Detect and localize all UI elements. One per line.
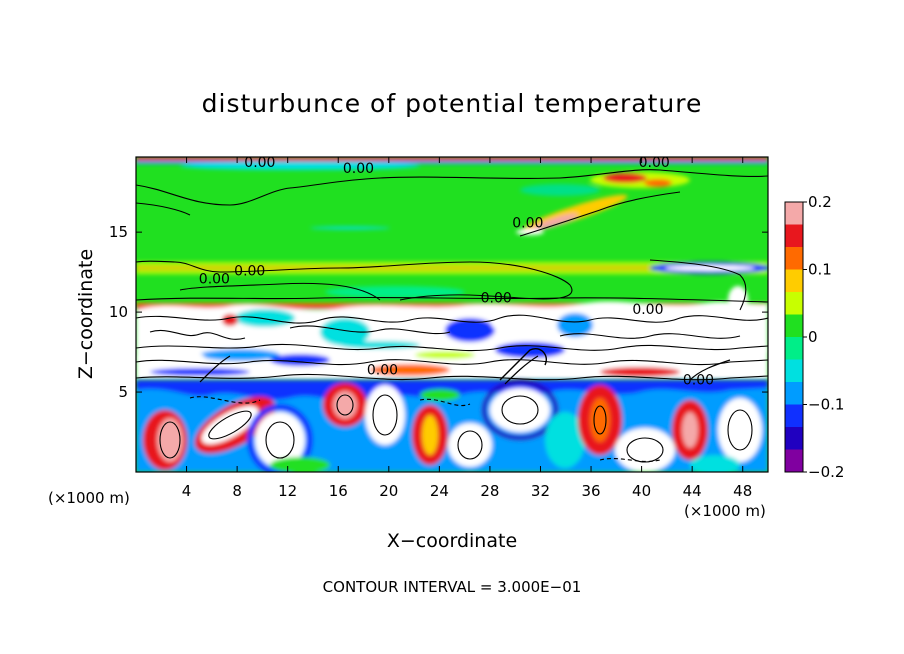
x-tick-label: 20	[379, 482, 398, 500]
contour-label: 0.00	[199, 272, 230, 288]
colorbar-tick-label: 0.2	[808, 193, 832, 211]
x-tick-label: 8	[232, 482, 242, 500]
colorbar-swatch	[785, 224, 803, 248]
contour-label: 0.00	[234, 264, 265, 280]
colorbar-swatch	[785, 359, 803, 383]
x-tick-label: 44	[683, 482, 702, 500]
contour-label: 0.00	[683, 372, 714, 388]
y-axis: 5 10 15	[109, 223, 768, 401]
contour-label: 0.00	[639, 155, 670, 171]
colorbar-tick-label: −0.2	[808, 463, 844, 481]
y-tick-label: 15	[109, 223, 128, 241]
colorbar-swatch	[785, 314, 803, 338]
colorbar-swatch	[785, 247, 803, 270]
contour-label: 0.00	[481, 291, 512, 307]
field-lower	[136, 379, 768, 472]
field-middle	[136, 301, 768, 380]
colorbar-swatch	[785, 202, 803, 225]
colorbar-tick-label: 0.1	[808, 261, 832, 279]
colorbar-swatch	[785, 404, 803, 428]
colorbar-swatch	[785, 269, 803, 293]
x-unit-right: (×1000 m)	[684, 502, 766, 520]
x-tick-label: 32	[531, 482, 550, 500]
contour-label: 0.00	[632, 302, 663, 318]
plot-area: 0.00 0.00 0.000.000.000.000.000.000.000.00	[136, 155, 768, 472]
contour-label-layer: 0.00 0.00 0.000.000.000.000.000.000.000.00	[199, 155, 714, 388]
colorbar-tick-label: −0.1	[808, 396, 844, 414]
contour-label: 0.00	[512, 216, 543, 232]
colorbar-tick-label: 0	[808, 328, 818, 346]
contour-lines	[136, 169, 768, 463]
colorbar: 0.2 0.1 0 −0.1 −0.2	[784, 193, 844, 481]
colorbar-ticks: 0.2 0.1 0 −0.1 −0.2	[803, 193, 844, 481]
x-tick-label: 24	[430, 482, 449, 500]
x-tick-label: 4	[182, 482, 192, 500]
x-axis-label: X−coordinate	[387, 530, 517, 552]
colorbar-swatch	[785, 292, 803, 315]
colorbar-blocks	[785, 202, 803, 473]
colorbar-swatch	[785, 449, 803, 473]
contour-interval-note: CONTOUR INTERVAL = 3.000E−01	[323, 578, 582, 596]
colorbar-swatch	[785, 427, 803, 450]
contour-label: 0.00	[367, 363, 398, 379]
y-tick-label: 10	[109, 303, 128, 321]
y-tick-label: 5	[118, 383, 128, 401]
colorbar-swatch	[785, 337, 803, 360]
x-tick-label: 12	[278, 482, 297, 500]
x-axis: 4 8 12 16 20 24 28 32 36 40 44 48	[182, 157, 752, 500]
colorbar-swatch	[785, 382, 803, 405]
contour-label: 0.00	[244, 155, 275, 171]
x-tick-label: 28	[480, 482, 499, 500]
x-tick-label: 48	[733, 482, 752, 500]
y-axis-label: Z−coordinate	[75, 249, 97, 379]
x-tick-label: 40	[632, 482, 651, 500]
contour-label: 0.00	[343, 161, 374, 177]
x-tick-label: 16	[329, 482, 348, 500]
x-tick-label: 36	[581, 482, 600, 500]
plot-frame	[135, 156, 769, 473]
x-unit-left: (×1000 m)	[48, 489, 130, 507]
chart-title: disturbunce of potential temperature	[202, 89, 703, 118]
